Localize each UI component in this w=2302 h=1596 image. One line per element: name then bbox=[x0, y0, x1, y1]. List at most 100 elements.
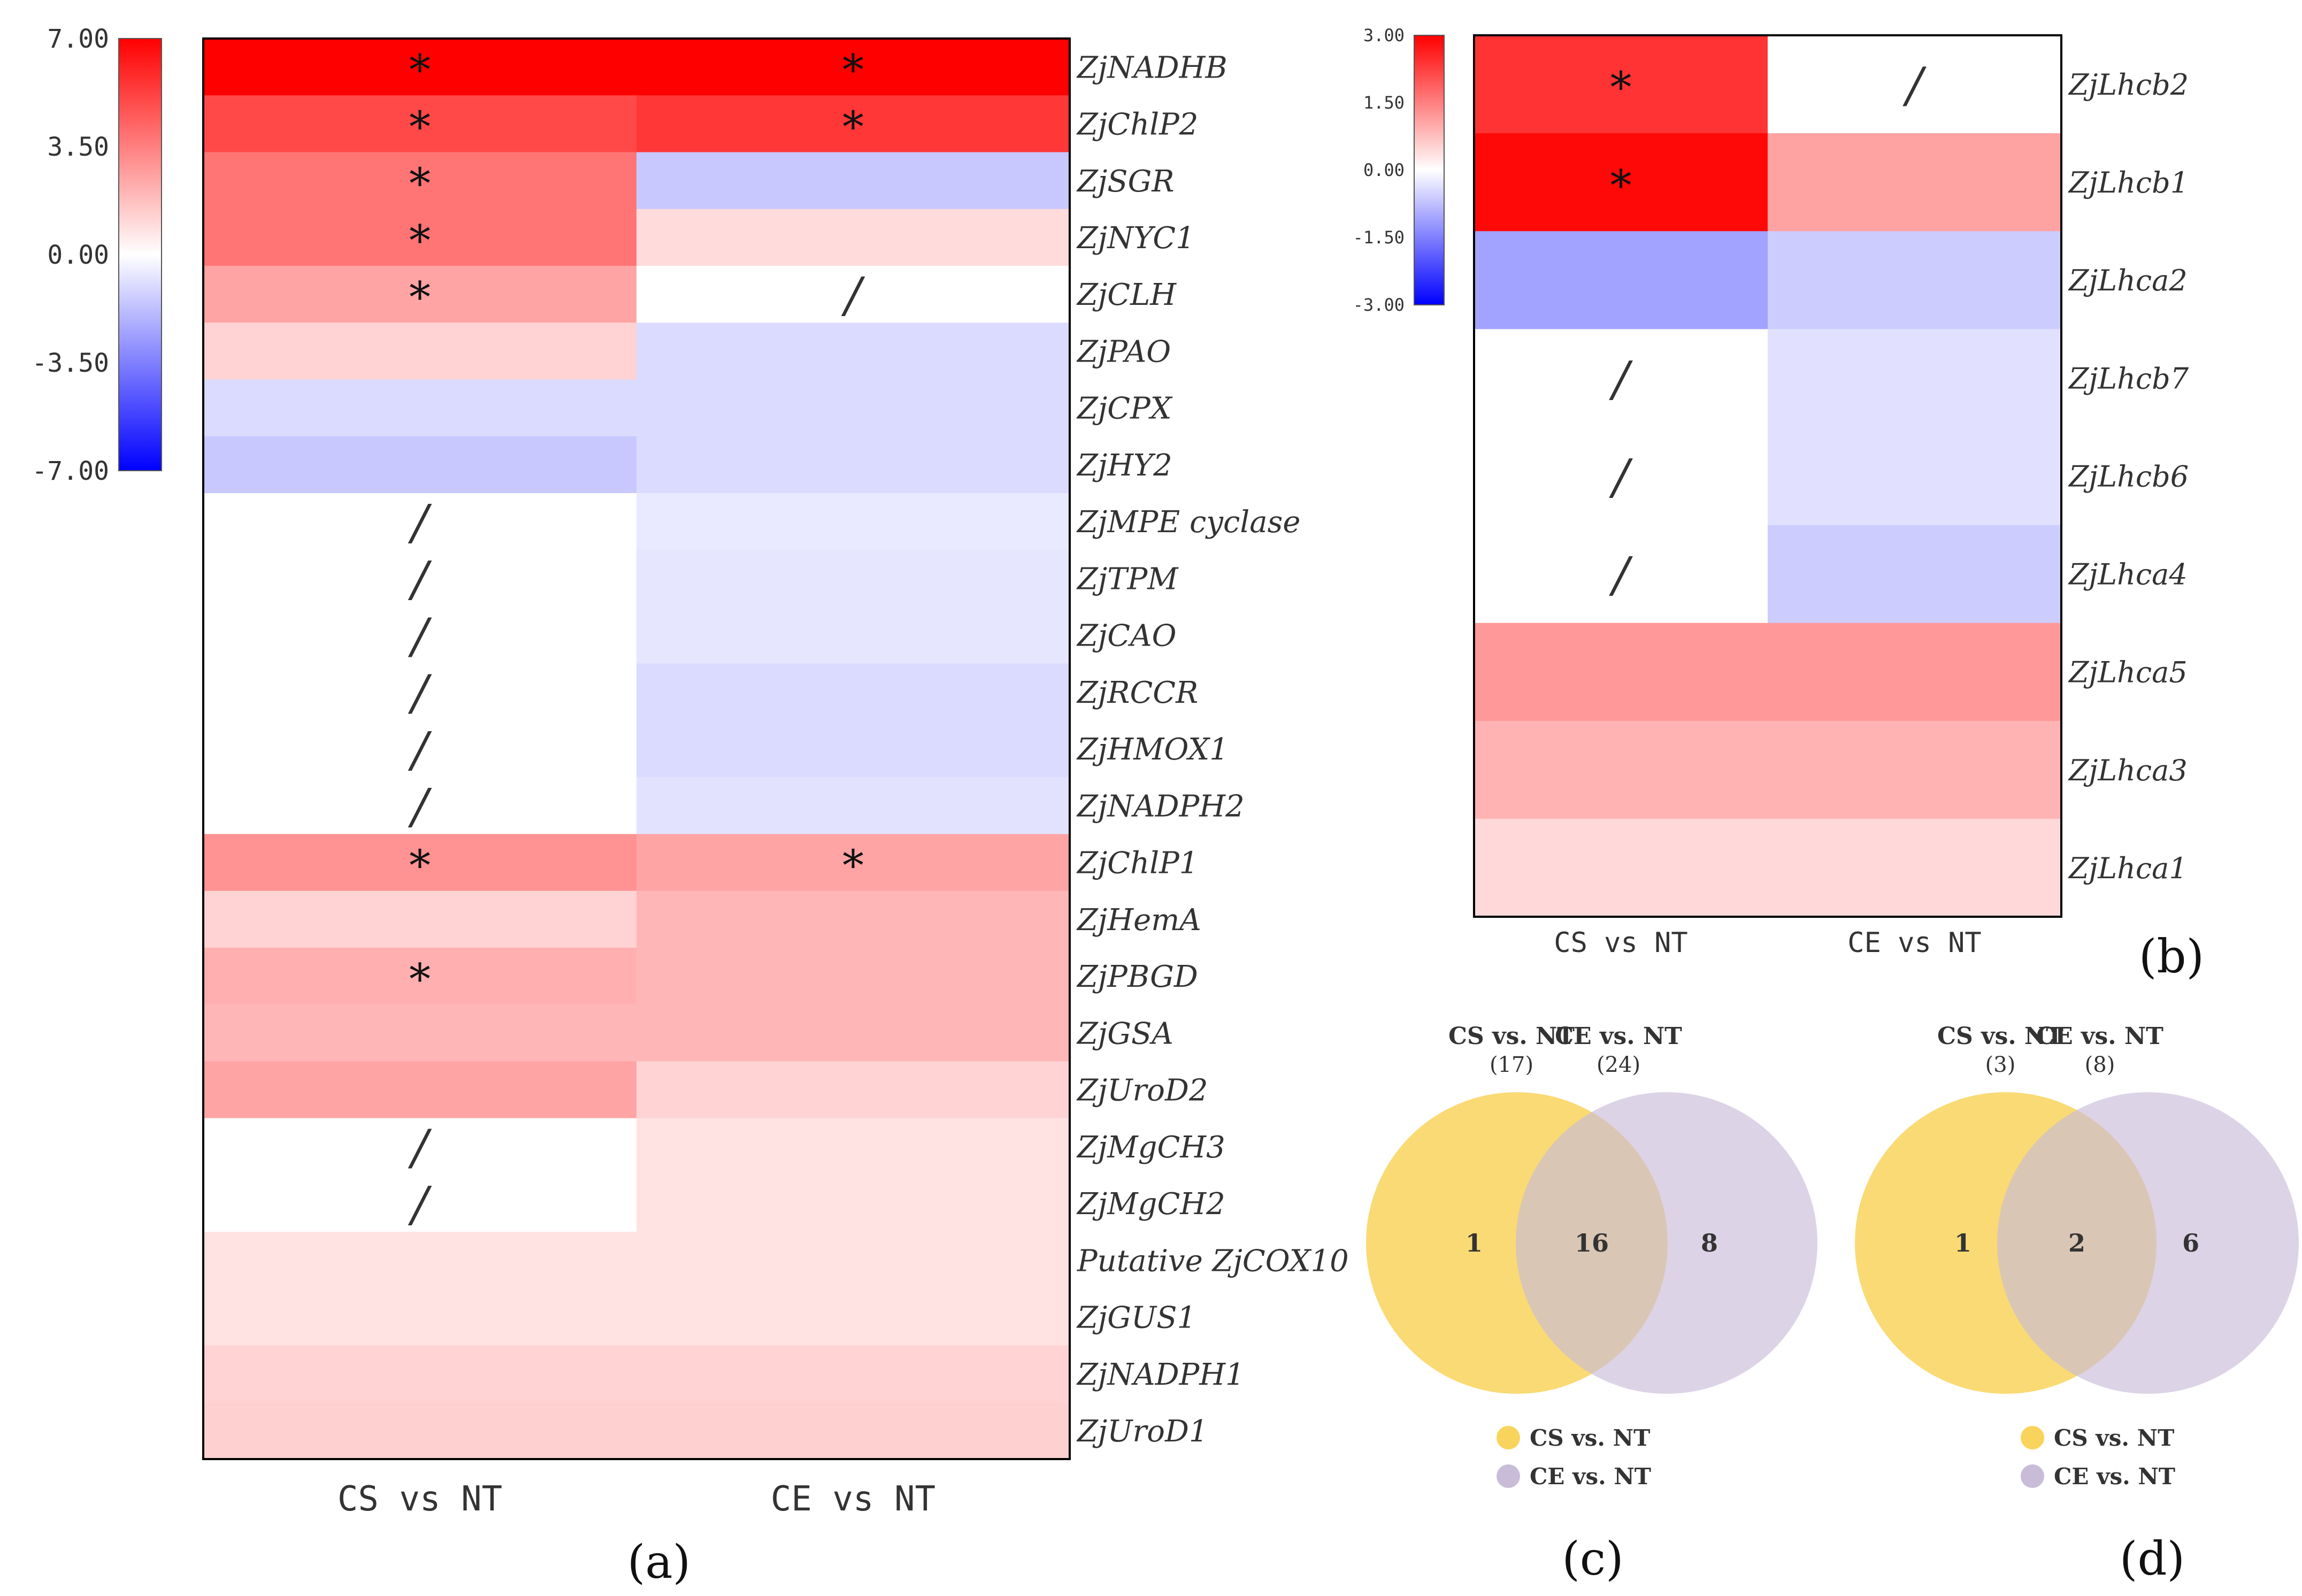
missing-mark: / bbox=[841, 267, 865, 323]
heatmap-cell bbox=[203, 1175, 637, 1232]
missing-mark: / bbox=[1902, 57, 1927, 113]
colorbar-tick-label: -1.50 bbox=[1353, 227, 1405, 248]
row-label: ZjNADHB bbox=[1076, 50, 1227, 85]
venn-set-name-b: CE vs. NT bbox=[2036, 1023, 2163, 1050]
heatmap-cell bbox=[1768, 623, 2062, 722]
row-label: ZjChlP2 bbox=[1076, 108, 1198, 142]
heatmap-cell bbox=[203, 1118, 637, 1176]
panel-label: (b) bbox=[2139, 930, 2204, 984]
heatmap-cell bbox=[203, 663, 637, 721]
venn-count-only-a: 1 bbox=[1954, 1229, 1971, 1257]
row-label: ZjSGR bbox=[1076, 164, 1175, 199]
row-label: ZjNYC1 bbox=[1076, 221, 1195, 256]
heatmap-cell bbox=[1768, 329, 2062, 428]
row-label: ZjLhca4 bbox=[2068, 558, 2188, 592]
row-label: ZjPBGD bbox=[1076, 960, 1198, 994]
heatmap-cell bbox=[1474, 231, 1768, 329]
row-label: ZjTPM bbox=[1076, 562, 1179, 596]
heatmap-cell bbox=[636, 436, 1070, 494]
missing-mark: / bbox=[408, 608, 432, 664]
significance-mark: * bbox=[409, 159, 431, 209]
heatmap-cell bbox=[636, 720, 1070, 778]
heatmap-cell bbox=[636, 1402, 1070, 1460]
heatmap-cell bbox=[1474, 35, 1768, 134]
heatmap-panel-a: * * ZjNADHB * * ZjChlP2 * ZjSGR * ZjNYC1 * / ZjCLH Zj… bbox=[32, 24, 1349, 1589]
row-label: ZjChlP1 bbox=[1076, 846, 1198, 881]
heatmap-cell bbox=[1474, 427, 1768, 526]
heatmap-cell bbox=[1768, 133, 2062, 232]
heatmap-cell bbox=[1474, 329, 1768, 428]
legend-label: CE vs. NT bbox=[2054, 1463, 2175, 1490]
legend-swatch bbox=[2021, 1464, 2044, 1488]
legend-swatch bbox=[2021, 1426, 2044, 1449]
row-label: ZjCLH bbox=[1076, 278, 1177, 312]
heatmap-cell bbox=[636, 323, 1070, 380]
heatmap-cell bbox=[636, 209, 1070, 266]
row-label: ZjLhcb7 bbox=[2068, 362, 2189, 395]
heatmap-cell bbox=[203, 550, 637, 607]
row-label: Putative ZjCOX10 bbox=[1077, 1244, 1349, 1278]
missing-mark: / bbox=[408, 494, 432, 550]
heatmap-cell bbox=[203, 834, 637, 892]
missing-mark: / bbox=[408, 1176, 432, 1232]
heatmap-cell bbox=[636, 1175, 1070, 1232]
row-label: ZjRCCR bbox=[1076, 676, 1198, 710]
colorbar bbox=[118, 38, 162, 471]
colorbar-tick-label: -3.00 bbox=[1353, 295, 1405, 315]
column-label: CS vs NT bbox=[1554, 927, 1687, 959]
missing-mark: / bbox=[1608, 351, 1633, 407]
venn-set-total-b: (8) bbox=[2085, 1053, 2115, 1077]
heatmap-cell bbox=[203, 1061, 637, 1119]
heatmap-cell bbox=[636, 1004, 1070, 1062]
heatmap-cell bbox=[203, 209, 637, 266]
venn-count-both: 16 bbox=[1575, 1229, 1609, 1257]
heatmap-cell bbox=[203, 607, 637, 664]
colorbar-tick-label: -3.50 bbox=[32, 348, 110, 378]
heatmap-cell bbox=[1474, 133, 1768, 232]
significance-mark: * bbox=[409, 45, 431, 95]
significance-mark: * bbox=[409, 955, 431, 1004]
heatmap-cell bbox=[636, 550, 1070, 607]
heatmap-cell bbox=[203, 265, 637, 323]
legend-label: CS vs. NT bbox=[1530, 1425, 1650, 1451]
venn-set-name-b: CE vs. NT bbox=[1555, 1023, 1682, 1050]
colorbar-tick-label: 0.00 bbox=[1363, 160, 1405, 180]
heatmap-cell bbox=[636, 834, 1070, 892]
venn-count-only-b: 8 bbox=[1701, 1229, 1718, 1257]
row-label: ZjHemA bbox=[1076, 903, 1201, 938]
row-label: ZjLhcb2 bbox=[2068, 68, 2189, 102]
significance-mark: * bbox=[1610, 63, 1632, 112]
heatmap-cell bbox=[203, 436, 637, 494]
heatmap-cell bbox=[203, 720, 637, 778]
heatmap-cell bbox=[636, 1232, 1070, 1289]
row-label: ZjNADPH2 bbox=[1076, 789, 1245, 824]
heatmap-cell bbox=[203, 777, 637, 834]
heatmap-cell bbox=[636, 379, 1070, 437]
heatmap-cell bbox=[203, 947, 637, 1005]
significance-mark: * bbox=[1610, 160, 1632, 210]
row-label: ZjCAO bbox=[1076, 619, 1176, 654]
venn-set-total-a: (17) bbox=[1490, 1053, 1533, 1077]
heatmap-cell bbox=[636, 1288, 1070, 1346]
heatmap-cell bbox=[636, 1061, 1070, 1119]
colorbar-tick-label: -7.00 bbox=[32, 456, 110, 486]
missing-mark: / bbox=[408, 665, 432, 721]
legend-label: CE vs. NT bbox=[1530, 1463, 1651, 1490]
venn-circle-b bbox=[1516, 1092, 1817, 1394]
heatmap-cell bbox=[636, 891, 1070, 948]
heatmap-cell bbox=[1474, 720, 1768, 819]
venn-count-only-b: 6 bbox=[2182, 1229, 2199, 1257]
heatmap-cell bbox=[1768, 427, 2062, 526]
heatmap-cell bbox=[1768, 525, 2062, 624]
row-label: ZjMgCH3 bbox=[1076, 1130, 1225, 1165]
row-label: ZjLhcb1 bbox=[2068, 166, 2189, 200]
venn-count-both: 2 bbox=[2068, 1229, 2085, 1257]
heatmap-panel-b: * / ZjLhcb2 * ZjLhcb1 ZjLhca2 / ZjLhcb7 / ZjLhcb6… bbox=[1353, 25, 2204, 984]
venn-set-total-a: (3) bbox=[1985, 1053, 2016, 1077]
row-label: ZjGUS1 bbox=[1076, 1301, 1196, 1336]
colorbar-tick-label: 1.50 bbox=[1363, 93, 1405, 113]
row-label: ZjLhcb6 bbox=[2068, 459, 2189, 493]
heatmap-cell bbox=[203, 39, 637, 96]
row-label: ZjHMOX1 bbox=[1076, 732, 1229, 767]
